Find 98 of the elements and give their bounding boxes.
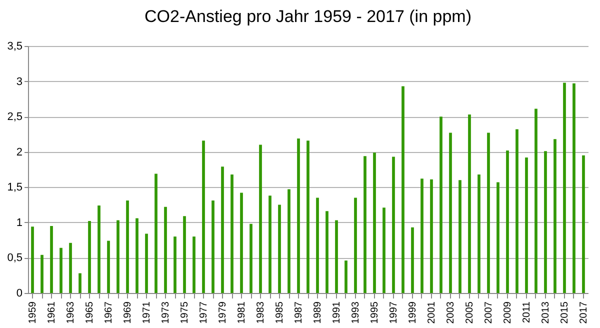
bar	[506, 150, 509, 293]
bar	[250, 224, 252, 293]
bar	[582, 155, 585, 293]
bar	[145, 234, 148, 293]
x-tick-label: 1973	[160, 301, 172, 324]
bar	[430, 179, 433, 293]
bar	[411, 227, 414, 293]
bar	[516, 129, 518, 293]
bar	[373, 152, 376, 293]
y-tick-label: 3,5	[7, 40, 22, 52]
bar	[572, 83, 576, 293]
bar	[154, 174, 158, 293]
bar	[116, 220, 120, 293]
bar	[326, 211, 328, 293]
x-tick-label: 2013	[540, 301, 552, 324]
bar	[534, 108, 538, 293]
x-tick-label: 1961	[46, 301, 58, 324]
bar	[478, 174, 480, 293]
bar	[230, 174, 234, 293]
x-tick-label: 2005	[464, 301, 476, 324]
bar	[202, 140, 205, 293]
bar	[335, 220, 338, 293]
bar	[364, 156, 366, 293]
y-tick-label: 3	[16, 76, 22, 88]
bar	[240, 192, 243, 293]
x-tick-label: 1995	[369, 301, 380, 324]
bar	[60, 248, 62, 293]
bar	[221, 166, 224, 293]
bar	[268, 196, 272, 293]
bar	[78, 273, 82, 293]
x-tick-label: 1975	[180, 301, 191, 324]
x-tick-label: 1991	[332, 301, 342, 324]
x-tick-label: 2015	[559, 301, 570, 324]
bar	[69, 242, 72, 293]
bar	[420, 178, 424, 293]
bar	[183, 216, 186, 293]
x-tick-label: 2003	[445, 301, 456, 324]
x-tick-label: 2009	[502, 301, 514, 324]
x-tick-label: 1967	[104, 301, 115, 324]
bar	[278, 204, 281, 293]
x-tick-label: 1963	[66, 301, 77, 324]
bar	[487, 132, 490, 293]
x-tick-label: 1969	[122, 301, 134, 324]
x-tick-label: 1965	[84, 301, 96, 324]
bar	[50, 226, 53, 293]
x-tick-label: 1979	[218, 301, 229, 324]
x-tick-label: 1999	[407, 301, 418, 324]
y-tick-label: 0,5	[7, 252, 22, 264]
bar	[259, 144, 262, 293]
x-tick-label: 2007	[483, 301, 494, 324]
y-tick-label: 2	[16, 146, 22, 158]
x-tick-label: 1989	[312, 301, 324, 324]
bar	[458, 180, 462, 293]
bar	[174, 236, 176, 293]
bar	[98, 205, 100, 293]
bar	[525, 158, 528, 293]
x-tick-label: 1971	[142, 301, 153, 324]
bar	[107, 240, 110, 293]
bar	[316, 198, 319, 293]
x-tick-label: 1993	[350, 301, 362, 324]
bar	[496, 182, 500, 293]
bar	[288, 189, 290, 293]
x-tick-label: 1983	[256, 301, 266, 324]
bar	[297, 138, 300, 293]
y-tick-label: 1,5	[7, 182, 22, 194]
bar	[88, 221, 91, 293]
bar	[402, 86, 404, 293]
bar	[563, 82, 566, 293]
bar	[468, 114, 471, 293]
bar	[31, 226, 34, 293]
bar	[440, 116, 442, 293]
bar	[544, 151, 547, 293]
x-tick-label: 1981	[236, 301, 248, 324]
x-tick-label: 1987	[294, 301, 304, 324]
x-tick-label: 1985	[274, 301, 286, 324]
x-tick-label: 1959	[28, 301, 39, 324]
bar	[554, 139, 556, 293]
bar	[40, 254, 44, 293]
bar	[192, 236, 196, 293]
bar	[306, 140, 310, 293]
bar	[164, 206, 167, 293]
y-tick-label: 0	[16, 288, 22, 300]
bar	[212, 200, 214, 293]
y-tick-label: 2,5	[7, 111, 22, 124]
x-tick-label: 2017	[578, 301, 590, 324]
y-tick-label: 1	[16, 216, 22, 229]
bar	[344, 260, 348, 293]
bar	[126, 200, 129, 293]
x-tick-label: 2011	[521, 301, 532, 324]
bar	[392, 156, 395, 293]
bar	[136, 218, 138, 293]
x-tick-label: 2001	[426, 301, 438, 324]
x-tick-label: 1997	[388, 301, 400, 324]
x-tick-label: 1977	[198, 301, 210, 324]
chart-title: CO2-Anstieg pro Jahr 1959 - 2017 (in ppm)	[144, 7, 472, 26]
bar	[354, 198, 357, 293]
bar	[382, 208, 386, 293]
bar	[449, 132, 452, 293]
